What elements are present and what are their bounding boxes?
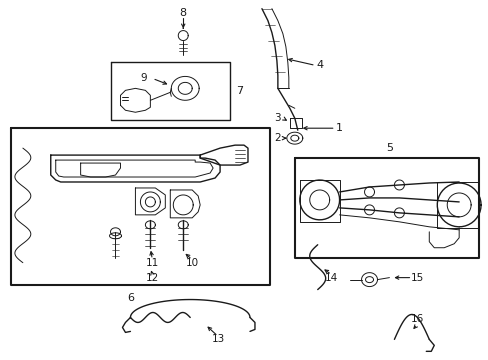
Text: 3: 3: [274, 113, 281, 123]
Text: 12: 12: [145, 273, 159, 283]
Text: 7: 7: [236, 86, 243, 96]
Text: 8: 8: [179, 8, 186, 18]
Text: 5: 5: [385, 143, 392, 153]
Text: 11: 11: [145, 258, 159, 268]
Text: 13: 13: [211, 334, 224, 345]
Text: 16: 16: [410, 314, 423, 324]
Text: 9: 9: [140, 73, 146, 84]
Text: 6: 6: [127, 293, 134, 302]
Text: 1: 1: [335, 123, 343, 133]
Text: 4: 4: [316, 60, 323, 71]
Text: 2: 2: [274, 133, 281, 143]
Text: 10: 10: [185, 258, 198, 268]
Text: 15: 15: [410, 273, 423, 283]
Text: 14: 14: [325, 273, 338, 283]
